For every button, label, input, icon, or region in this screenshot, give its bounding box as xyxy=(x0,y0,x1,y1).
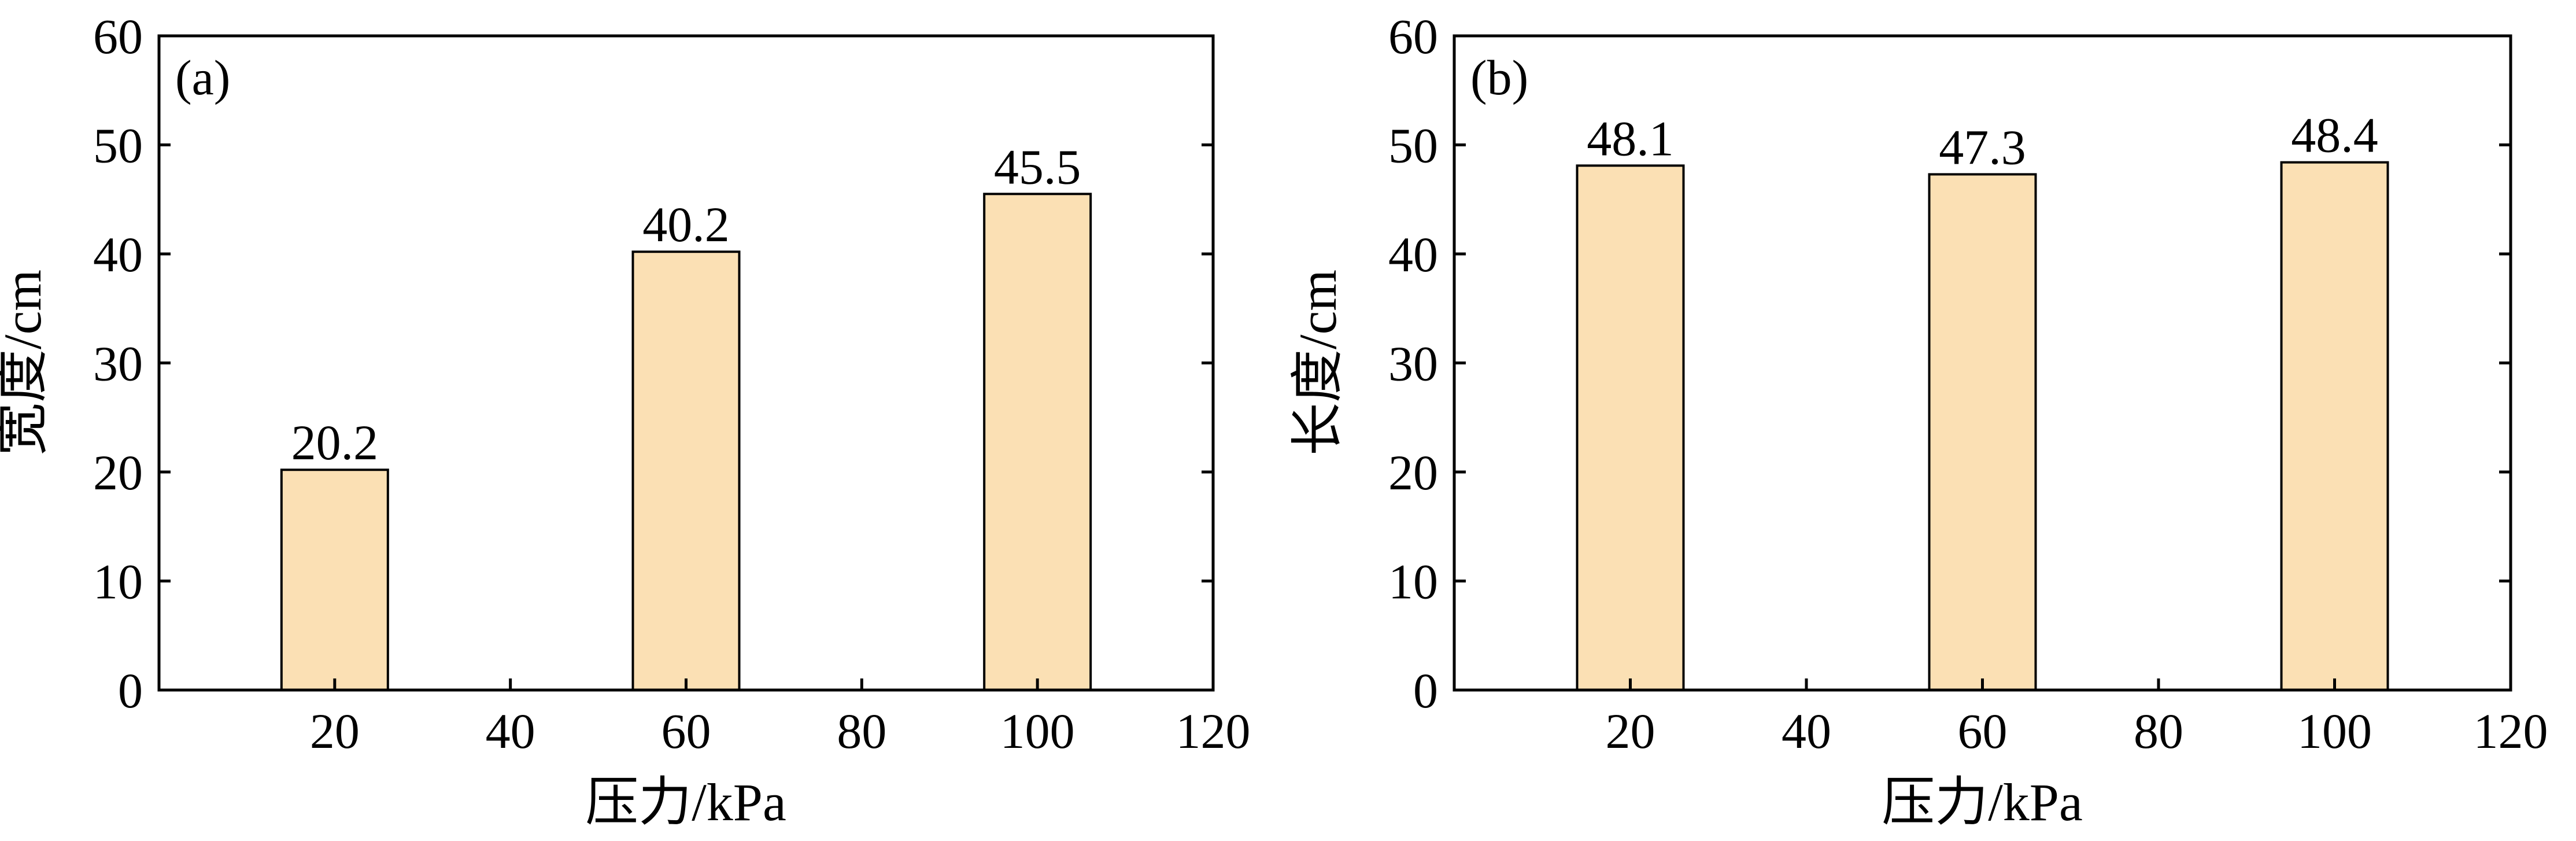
y-tick-label: 30 xyxy=(1388,336,1438,392)
panel-label: (a) xyxy=(175,50,230,105)
bar xyxy=(1928,173,2037,691)
panel-label: (b) xyxy=(1470,50,1528,105)
bar xyxy=(983,193,1092,691)
x-tick-label: 60 xyxy=(1958,703,2008,759)
y-tick-label: 50 xyxy=(93,118,143,174)
panel-a: 20.2 40.2 45.5 0 10 20 30 40 50 60 20 40 60 80 100 120 (… xyxy=(0,9,1251,832)
x-tick-label: 20 xyxy=(310,703,360,759)
y-tick-label: 30 xyxy=(93,336,143,392)
data-label: 45.5 xyxy=(994,139,1081,194)
x-tick-label: 20 xyxy=(1606,703,1655,759)
x-tick-label: 80 xyxy=(837,703,886,759)
bar xyxy=(631,250,741,692)
bar xyxy=(1576,164,1685,691)
y-tick-label: 10 xyxy=(93,554,143,610)
y-tick-label: 20 xyxy=(93,445,143,500)
y-tick-label: 20 xyxy=(1388,445,1438,500)
x-tick-label: 60 xyxy=(661,703,711,759)
data-label: 48.1 xyxy=(1587,110,1674,166)
data-label: 47.3 xyxy=(1939,119,2026,175)
x-tick-label: 120 xyxy=(1176,703,1251,759)
y-tick-label: 60 xyxy=(93,9,143,64)
x-tick-label: 100 xyxy=(2297,703,2372,759)
bar xyxy=(280,469,389,691)
data-label: 40.2 xyxy=(642,197,730,252)
y-tick-label: 50 xyxy=(1388,118,1438,174)
bar xyxy=(2280,161,2389,692)
x-tick-label: 100 xyxy=(1000,703,1075,759)
x-axis-title: 压力/kPa xyxy=(585,773,786,832)
data-label: 48.4 xyxy=(2291,108,2378,163)
y-axis-title: 长度/cm xyxy=(1288,270,1347,456)
x-tick-label: 80 xyxy=(2134,703,2183,759)
y-axis-title: 宽度/cm xyxy=(0,270,52,456)
y-tick-label: 0 xyxy=(1413,663,1438,718)
y-tick-label: 40 xyxy=(1388,227,1438,282)
y-tick-label: 0 xyxy=(118,663,143,718)
y-tick-label: 10 xyxy=(1388,554,1438,610)
panel-b: 48.1 47.3 48.4 0 10 20 30 40 50 60 20 40 60 80 100 120 (… xyxy=(1288,9,2548,832)
data-label: 20.2 xyxy=(291,415,379,470)
y-tick-label: 60 xyxy=(1388,9,1438,64)
x-tick-label: 40 xyxy=(1782,703,1831,759)
x-tick-label: 120 xyxy=(2474,703,2548,759)
x-axis-title: 压力/kPa xyxy=(1882,773,2083,832)
x-tick-label: 40 xyxy=(486,703,535,759)
y-tick-label: 40 xyxy=(93,227,143,282)
